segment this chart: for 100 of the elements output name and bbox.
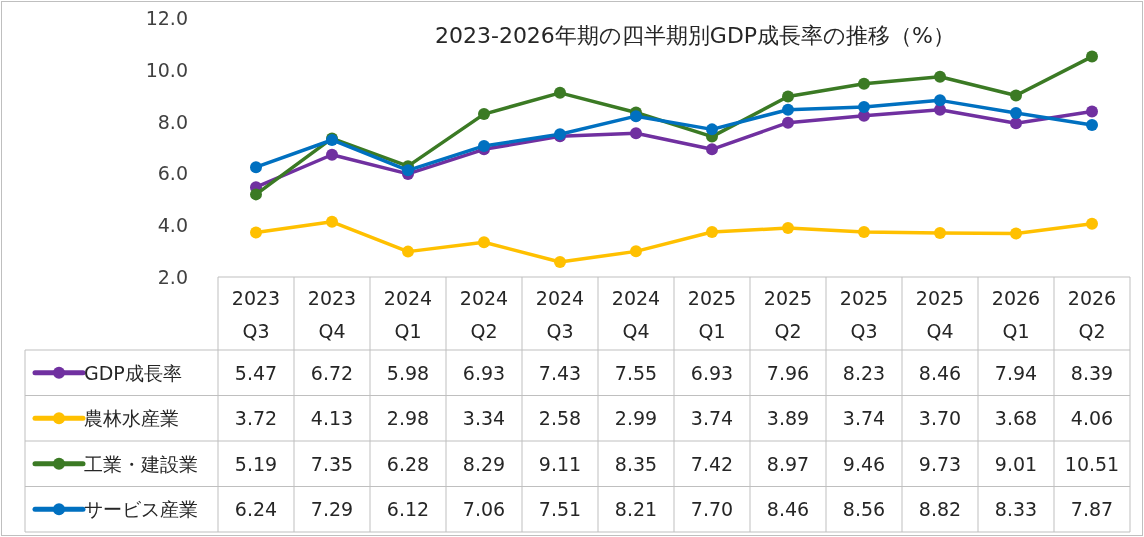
legend-label: GDP成長率 xyxy=(84,361,182,384)
data-label: 8.39 xyxy=(1070,361,1114,384)
data-label: 7.87 xyxy=(1070,498,1114,521)
x-tick-label: 2026 Q2 xyxy=(1067,287,1117,342)
chart-title: 2023-2026年期の四半期別GDP成長率の推移（%） xyxy=(434,23,956,48)
point xyxy=(858,101,870,114)
data-label: 6.93 xyxy=(462,361,506,384)
point xyxy=(858,225,870,238)
legend-label: 農林水産業 xyxy=(84,407,179,430)
x-tick-label: 2023 Q4 xyxy=(307,287,357,342)
y-tick-label: 2.0 xyxy=(157,266,188,288)
data-label: 7.94 xyxy=(994,361,1038,384)
data-label: 3.72 xyxy=(234,407,278,430)
data-label: 8.23 xyxy=(842,361,886,384)
x-tick-label: 2024 Q2 xyxy=(459,287,509,342)
data-label: 10.51 xyxy=(1064,452,1120,475)
point xyxy=(782,222,794,235)
data-label: 8.82 xyxy=(918,498,962,521)
data-label: 8.33 xyxy=(994,498,1038,521)
point xyxy=(630,245,642,258)
data-label: 3.68 xyxy=(994,407,1038,430)
point xyxy=(630,127,642,140)
data-label: 8.21 xyxy=(614,498,658,521)
x-tick-label: 2025 Q3 xyxy=(839,287,889,342)
point xyxy=(250,226,262,239)
point xyxy=(858,77,870,90)
point xyxy=(1086,118,1098,131)
data-label: 2.99 xyxy=(614,407,658,430)
data-label: 8.56 xyxy=(842,498,886,521)
data-label: 3.70 xyxy=(918,407,962,430)
x-tick-label: 2025 Q1 xyxy=(687,287,737,342)
data-label: 7.42 xyxy=(690,452,734,475)
point xyxy=(934,70,946,83)
data-label: 6.12 xyxy=(386,498,430,521)
point xyxy=(402,245,414,258)
point xyxy=(250,161,262,174)
point xyxy=(554,86,566,99)
data-label: 3.34 xyxy=(462,407,506,430)
point xyxy=(1010,89,1022,102)
data-label: 2.58 xyxy=(538,407,582,430)
y-tick-label: 10.0 xyxy=(145,58,188,81)
point xyxy=(326,215,338,228)
point xyxy=(706,123,718,136)
data-label: 5.19 xyxy=(234,452,278,475)
data-label: 6.28 xyxy=(386,452,430,475)
data-label: 9.11 xyxy=(538,452,582,475)
data-label: 7.29 xyxy=(310,498,354,521)
point xyxy=(782,90,794,103)
point xyxy=(478,108,490,121)
data-label: 8.46 xyxy=(766,498,810,521)
x-tick-label: 2023 Q3 xyxy=(231,287,281,342)
data-label: 9.73 xyxy=(918,452,962,475)
point xyxy=(478,139,490,152)
legend-label: サービス産業 xyxy=(84,498,198,521)
data-label: 6.93 xyxy=(690,361,734,384)
point xyxy=(1086,105,1098,118)
point xyxy=(934,94,946,107)
point xyxy=(782,116,794,129)
data-label: 5.98 xyxy=(386,361,430,384)
point xyxy=(706,225,718,238)
data-label: 7.96 xyxy=(766,361,810,384)
point xyxy=(934,226,946,239)
data-label: 7.55 xyxy=(614,361,658,384)
data-label: 7.70 xyxy=(690,498,734,521)
data-label: 4.06 xyxy=(1070,407,1114,430)
point xyxy=(1010,227,1022,240)
data-label: 8.29 xyxy=(462,452,506,475)
data-label: 7.06 xyxy=(462,498,506,521)
data-label: 3.89 xyxy=(766,407,810,430)
data-label: 8.97 xyxy=(766,452,810,475)
data-label: 7.51 xyxy=(538,498,582,521)
x-tick-label: 2024 Q1 xyxy=(383,287,433,342)
point xyxy=(630,110,642,123)
data-label: 7.35 xyxy=(310,452,354,475)
data-label: 9.01 xyxy=(994,452,1038,475)
point xyxy=(554,255,566,268)
point xyxy=(782,103,794,116)
point xyxy=(250,188,262,201)
y-tick-label: 8.0 xyxy=(157,110,188,133)
x-tick-label: 2026 Q1 xyxy=(991,287,1041,342)
data-label: 6.24 xyxy=(234,498,278,521)
point xyxy=(1010,117,1022,130)
data-label: 7.43 xyxy=(538,361,582,384)
point xyxy=(706,143,718,156)
data-label: 2.98 xyxy=(386,407,430,430)
data-label: 3.74 xyxy=(690,407,734,430)
point xyxy=(1010,107,1022,120)
data-label: 3.74 xyxy=(842,407,886,430)
x-tick-label: 2024 Q4 xyxy=(611,287,661,342)
x-tick-label: 2024 Q3 xyxy=(535,287,585,342)
y-tick-label: 6.0 xyxy=(157,162,188,185)
data-label: 8.46 xyxy=(918,361,962,384)
legend-label: 工業・建設業 xyxy=(84,452,198,475)
x-tick-label: 2025 Q2 xyxy=(763,287,813,342)
point xyxy=(1086,50,1098,63)
y-tick-label: 12.0 xyxy=(145,7,188,29)
point xyxy=(478,236,490,249)
x-tick-label: 2025 Q4 xyxy=(915,287,965,342)
data-label: 9.46 xyxy=(842,452,886,475)
y-tick-label: 4.0 xyxy=(157,214,188,237)
